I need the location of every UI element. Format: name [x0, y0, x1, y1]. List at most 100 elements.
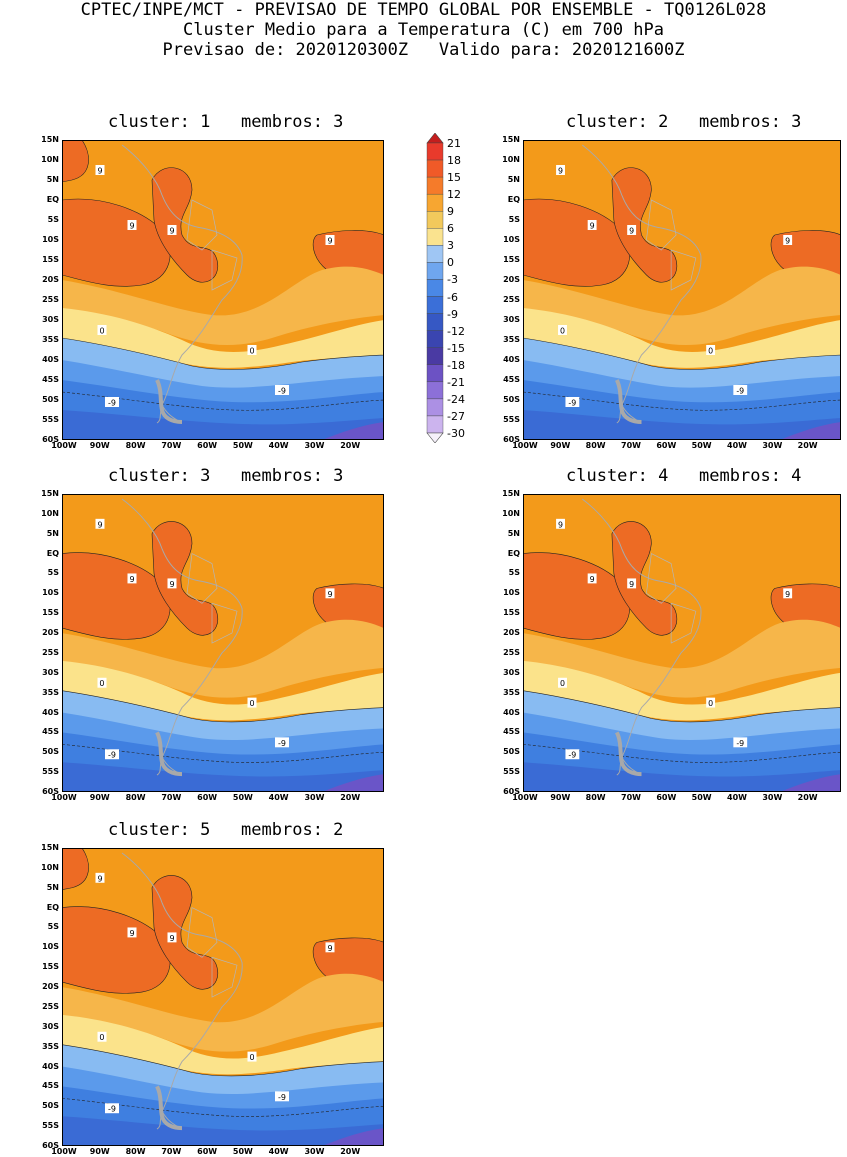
- lat-label: 15N: [41, 135, 59, 144]
- contour-label: 9: [167, 225, 177, 236]
- lon-label: 70W: [621, 441, 641, 450]
- lat-label: 50S: [42, 1101, 59, 1111]
- colorbar-level-label: -15: [447, 341, 465, 355]
- lon-label: 90W: [89, 441, 110, 450]
- lon-label: 90W: [89, 1147, 110, 1156]
- lat-label: EQ: [507, 548, 520, 558]
- contour-label: 9: [587, 220, 597, 231]
- lon-label: 80W: [125, 441, 146, 450]
- lon-label: 50W: [691, 793, 712, 802]
- lon-label: 30W: [304, 1147, 325, 1156]
- lon-label: 50W: [232, 441, 253, 450]
- svg-text:-9: -9: [736, 386, 744, 395]
- lat-label: 40S: [503, 707, 520, 717]
- contour-label: 9: [325, 235, 335, 246]
- lat-label: 50S: [42, 395, 59, 404]
- lon-label: 40W: [268, 793, 289, 802]
- contour-label: -9: [105, 1103, 119, 1114]
- contour-label: -9: [275, 1091, 289, 1102]
- lon-label: 70W: [161, 793, 182, 802]
- lat-label: 25S: [42, 647, 59, 657]
- svg-text:0: 0: [249, 1053, 254, 1062]
- contour-label: 0: [97, 1031, 107, 1042]
- contour-label: 9: [95, 165, 105, 176]
- svg-text:9: 9: [129, 222, 134, 231]
- lat-label: 45S: [42, 375, 59, 384]
- panel-title: cluster: 1 membros: 3: [108, 112, 344, 132]
- lat-label: 35S: [42, 1041, 59, 1051]
- lat-label: 35S: [503, 335, 520, 344]
- lat-label: 10N: [41, 155, 59, 164]
- colorbar-graphic: [426, 133, 444, 443]
- contour-label: 9: [783, 235, 793, 246]
- svg-text:0: 0: [99, 327, 104, 336]
- colorbar-level-label: -9: [447, 307, 458, 321]
- lat-label: 30S: [503, 315, 520, 324]
- colorbar-level-label: 12: [447, 188, 461, 202]
- lat-label: 5S: [508, 568, 520, 578]
- contour-label: 0: [706, 697, 716, 708]
- contour-label: 9: [95, 872, 105, 883]
- lat-label: 25S: [503, 295, 520, 304]
- contour-label: 9: [167, 578, 177, 589]
- contour-label: 0: [706, 345, 716, 356]
- lat-label: 55S: [503, 415, 520, 424]
- lat-label: 55S: [42, 1121, 59, 1131]
- colorbar-level-label: -18: [447, 358, 465, 372]
- lat-label: 60S: [503, 435, 520, 444]
- lat-label: 10S: [42, 942, 59, 952]
- lat-label: 35S: [42, 335, 59, 344]
- svg-text:0: 0: [249, 347, 254, 356]
- svg-text:0: 0: [708, 699, 713, 708]
- lat-label: 10N: [41, 862, 59, 872]
- svg-text:0: 0: [99, 679, 104, 688]
- lon-label: 100W: [512, 793, 538, 802]
- lon-label: 70W: [161, 441, 182, 450]
- contour-label: 9: [127, 573, 137, 584]
- lon-label: 60W: [197, 793, 218, 802]
- lat-label: 60S: [42, 1141, 59, 1150]
- lat-label: 5S: [47, 215, 59, 224]
- lat-label: 15S: [503, 608, 520, 618]
- contour-label: 0: [247, 697, 257, 708]
- lat-label: 10S: [42, 588, 59, 598]
- lon-label: 90W: [89, 793, 110, 802]
- lon-label: 30W: [304, 793, 325, 802]
- contour-label: 9: [783, 588, 793, 599]
- lon-label: 60W: [656, 441, 677, 450]
- contour-label: -9: [105, 749, 119, 760]
- svg-text:9: 9: [327, 944, 332, 953]
- lon-label: 80W: [585, 441, 606, 450]
- svg-text:-9: -9: [568, 398, 576, 407]
- svg-text:9: 9: [327, 237, 332, 246]
- svg-text:9: 9: [629, 580, 634, 589]
- svg-text:-9: -9: [278, 1093, 286, 1102]
- lon-label: 60W: [656, 793, 677, 802]
- colorbar-level-label: 18: [447, 154, 461, 168]
- svg-text:0: 0: [249, 699, 254, 708]
- lat-label: 45S: [503, 375, 520, 384]
- panel-title: cluster: 5 membros: 2: [108, 820, 344, 840]
- lat-label: 5S: [508, 215, 520, 224]
- lat-label: 25S: [503, 647, 520, 657]
- lon-label: 50W: [232, 1147, 253, 1156]
- temperature-map: 9 9 9 9 0 0 -9 -9: [62, 848, 384, 1146]
- svg-text:9: 9: [169, 934, 174, 943]
- contour-label: 9: [587, 573, 597, 584]
- lon-label: 20W: [340, 441, 361, 450]
- lat-label: 10S: [503, 588, 520, 598]
- lat-label: 35S: [42, 687, 59, 697]
- lon-label: 40W: [727, 793, 747, 802]
- lat-label: 15S: [42, 255, 59, 264]
- lat-label: 50S: [503, 747, 520, 757]
- svg-text:9: 9: [97, 874, 102, 883]
- panel-title: cluster: 4 membros: 4: [566, 466, 802, 486]
- lat-label: 30S: [42, 667, 59, 677]
- lon-label: 50W: [691, 441, 712, 450]
- lat-label: EQ: [507, 195, 520, 204]
- svg-text:-9: -9: [736, 739, 744, 748]
- contour-label: 9: [95, 518, 105, 529]
- lat-label: 20S: [503, 628, 520, 638]
- contour-label: 9: [325, 942, 335, 953]
- svg-text:-9: -9: [278, 739, 286, 748]
